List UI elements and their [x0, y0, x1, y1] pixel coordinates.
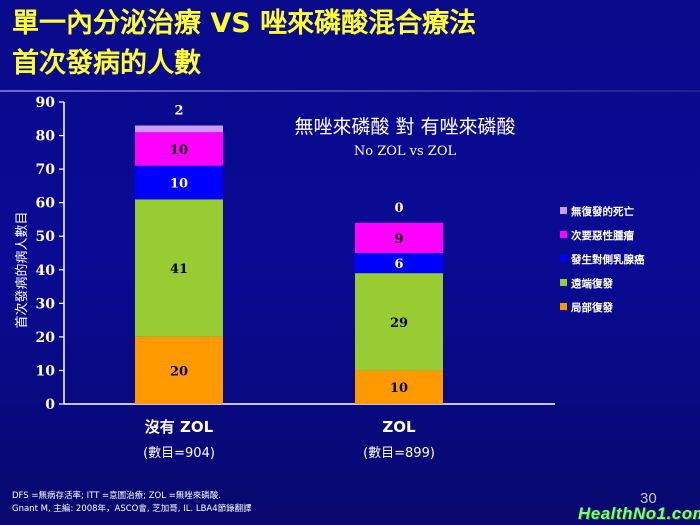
watermark-logo: HealthNo1.com [578, 504, 700, 523]
bar-segment [355, 370, 443, 404]
legend-label: 次要惡性腫瘤 [571, 229, 634, 242]
footnote-abbreviations: DFS =無病存活率; ITT =意圖治療; ZOL =無唑來磷酸. [12, 491, 221, 501]
y-tick-label: 90 [36, 95, 56, 111]
data-label: 6 [394, 257, 403, 272]
legend-label: 遠端復發 [571, 277, 613, 290]
bar-segment [135, 125, 223, 133]
y-tick-label: 0 [45, 397, 55, 413]
title-divider [0, 90, 700, 92]
data-label: 10 [170, 177, 188, 192]
y-tick-label: 80 [36, 129, 56, 145]
y-tick-label: 40 [36, 263, 56, 279]
legend-swatch [560, 207, 567, 214]
x-category-label: 沒有 ZOL [145, 418, 214, 436]
data-label: 0 [394, 201, 403, 216]
bar-segment [135, 132, 223, 166]
bar-segment [355, 273, 443, 371]
legend-swatch [560, 303, 567, 310]
legend-label: 發生對側乳腺癌 [570, 253, 645, 266]
legend-swatch [560, 279, 567, 286]
y-tick-label: 30 [36, 296, 56, 312]
bar-segment [135, 199, 223, 337]
chart-subtitle: No ZOL vs ZOL [354, 144, 457, 159]
x-category-label: ZOL [382, 418, 416, 436]
y-tick-label: 50 [36, 229, 56, 245]
footnote-citation: Gnant M, 主編: 2008年，ASCO會, 芝加哥, IL. LBA4節… [12, 504, 252, 514]
y-axis-title: 首次發病的病人數目 [14, 211, 30, 328]
chart-title: 無唑來磷酸 對 有唑來磷酸 [294, 116, 515, 138]
x-category-sublabel: (數目=904) [143, 446, 215, 461]
title-line-2: 首次發病的人數 [12, 48, 201, 79]
bar-segment [355, 222, 443, 253]
legend-label: 局部復發 [570, 301, 613, 314]
data-label: 41 [170, 262, 188, 277]
y-tick-label: 20 [36, 330, 56, 346]
bar-segment [135, 336, 223, 404]
data-label: 29 [390, 316, 408, 331]
legend-label: 無復發的死亡 [571, 205, 634, 218]
data-label: 10 [390, 381, 408, 396]
data-label: 20 [170, 364, 188, 379]
x-category-sublabel: (數目=899) [363, 446, 435, 461]
data-label: 10 [170, 143, 188, 158]
legend-swatch [560, 231, 567, 238]
y-tick-label: 70 [36, 162, 56, 178]
y-tick-label: 10 [36, 363, 56, 379]
page-number: 30 [640, 490, 657, 507]
slide-title: 單一內分泌治療 VS 唑來磷酸混合療法 首次發病的人數 [12, 4, 692, 84]
title-line-1: 單一內分泌治療 VS 唑來磷酸混合療法 [12, 8, 477, 39]
bar-segment [355, 253, 443, 274]
data-label: 9 [394, 232, 403, 247]
bar-segment [135, 165, 223, 200]
legend-swatch [560, 255, 567, 262]
data-label: 2 [174, 103, 183, 118]
y-tick-label: 60 [36, 196, 56, 212]
